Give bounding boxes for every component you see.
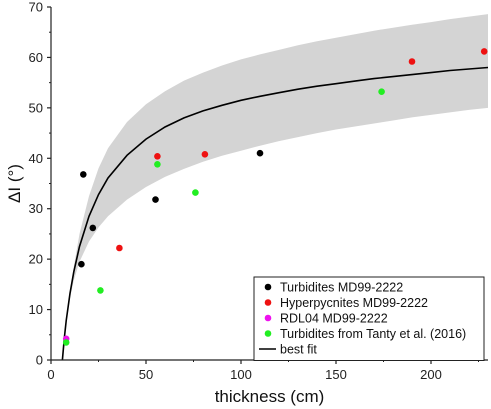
- y-tick-label: 0: [36, 353, 43, 368]
- data-point-s3-2: [192, 189, 199, 196]
- legend-marker-0: [264, 283, 272, 291]
- x-axis-label: thickness (cm): [215, 387, 325, 406]
- x-tick-label: 0: [47, 367, 54, 382]
- data-points-layer: [62, 48, 488, 346]
- x-tick-label: 50: [139, 367, 153, 382]
- data-point-s3-0: [97, 287, 104, 294]
- data-point-s1-1: [154, 153, 161, 160]
- data-point-s3-1: [154, 161, 161, 168]
- legend-label-1: Hyperpycnites MD99-2222: [280, 296, 428, 310]
- legend: Turbidites MD99-2222 Hyperpycnites MD99-2…: [253, 276, 485, 361]
- y-tick-label: 50: [29, 100, 43, 115]
- y-axis-label: ΔI (°): [5, 164, 24, 203]
- best-fit-line: [61, 66, 489, 361]
- x-tick-label: 150: [325, 367, 347, 382]
- legend-label-0: Turbidites MD99-2222: [280, 280, 403, 294]
- legend-marker-3: [264, 330, 272, 337]
- data-point-s1-3: [408, 58, 416, 65]
- data-point-s1-2: [201, 151, 209, 158]
- x-tick-label: 100: [230, 367, 252, 382]
- data-point-s0-3: [152, 196, 159, 203]
- legend-label-fit: best fit: [280, 342, 317, 356]
- legend-label-2: RDL04 MD99-2222: [280, 311, 388, 325]
- data-point-s1-0: [116, 244, 123, 252]
- data-point-s0-4: [256, 149, 264, 157]
- y-tick-label: 60: [29, 50, 43, 65]
- data-point-s0-2: [89, 224, 97, 232]
- legend-marker-2: [264, 314, 272, 322]
- y-tick-label: 70: [29, 0, 43, 15]
- y-tick-label: 30: [29, 201, 43, 216]
- legend-marker-1: [264, 299, 272, 306]
- uncertainty-band: [62, 14, 489, 360]
- y-tick-label: 20: [29, 252, 43, 267]
- best-fit-layer: [61, 66, 489, 361]
- data-point-s3-3: [378, 88, 385, 95]
- uncertainty-band-layer: [62, 14, 489, 360]
- y-tick-label: 40: [29, 151, 43, 166]
- y-tick-label: 10: [29, 302, 43, 317]
- x-tick-label: 200: [420, 367, 442, 382]
- data-point-s3-4: [62, 339, 70, 346]
- legend-label-3: Turbidites from Tanty et al. (2016): [280, 327, 466, 341]
- legend-box: [253, 276, 485, 361]
- data-point-s0-0: [78, 260, 85, 268]
- data-point-s1-4: [480, 48, 488, 55]
- data-point-s0-1: [80, 171, 87, 178]
